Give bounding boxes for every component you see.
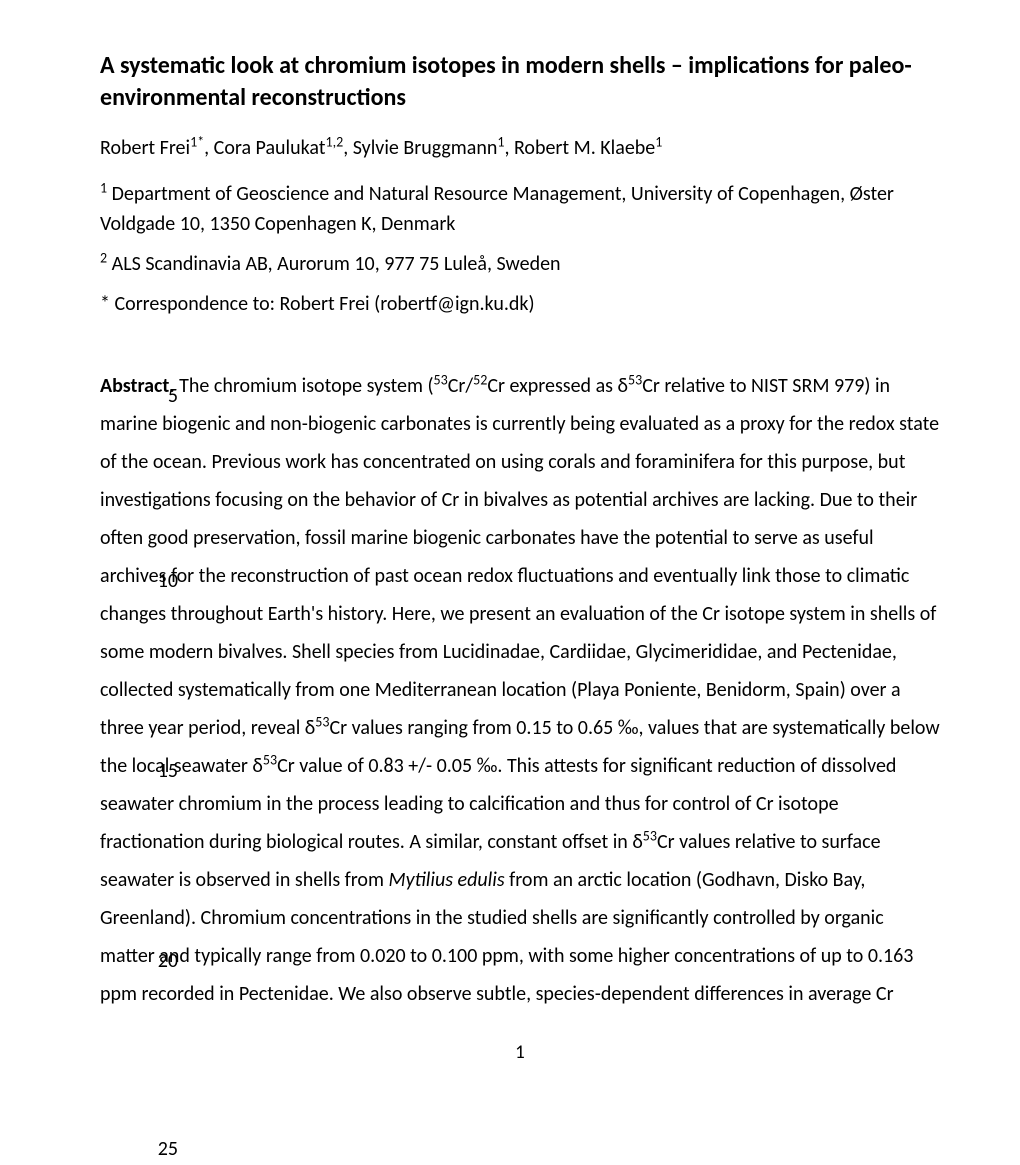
line-number: 10 [148, 569, 178, 593]
line-number: 5 [148, 384, 178, 408]
author-name: , Robert M. Klaebe [504, 136, 655, 160]
paper-title: A systematic look at chromium isotopes i… [100, 50, 940, 115]
author-list: Robert Frei1*, Cora Paulukat1,2, Sylvie … [100, 133, 940, 163]
isotope-superscript: 53 [263, 751, 277, 768]
content-area: 5 10 15 20 25 1 Department of Geoscience… [100, 179, 940, 1013]
correspondence-line: * Correspondence to: Robert Frei (robert… [100, 289, 940, 319]
page-number: 1 [100, 1041, 940, 1064]
line-number: 15 [148, 759, 178, 783]
line-number: 25 [148, 1137, 178, 1161]
author-name: , Sylvie Bruggmann [343, 136, 497, 160]
species-name: Mytilius edulis [388, 868, 504, 892]
author-name: , Cora Paulukat [204, 136, 325, 160]
author-affil-marker: 1,2 [326, 133, 344, 150]
author-affil-marker: 1 [655, 133, 662, 150]
abstract-text: The chromium isotope system ( [175, 374, 434, 398]
isotope-superscript: 53 [315, 713, 329, 730]
isotope-superscript: 52 [473, 371, 487, 388]
isotope-superscript: 53 [628, 371, 642, 388]
author-affil-marker: 1* [190, 133, 204, 150]
abstract-text: Cr relative to NIST SRM 979) in marine b… [100, 374, 939, 740]
affiliation: 2 ALS Scandinavia AB, Aurorum 10, 977 75… [100, 249, 940, 279]
author-name: Robert Frei [100, 136, 190, 160]
isotope-superscript: 53 [643, 827, 657, 844]
line-number: 20 [148, 949, 178, 973]
affiliation-text: Department of Geoscience and Natural Res… [100, 182, 894, 236]
abstract-paragraph: Abstract. The chromium isotope system (5… [100, 367, 940, 1013]
affiliation: 1 Department of Geoscience and Natural R… [100, 179, 940, 239]
abstract-text: Cr expressed as δ [487, 374, 628, 398]
affiliation-text: ALS Scandinavia AB, Aurorum 10, 977 75 L… [107, 252, 560, 276]
manuscript-page: A systematic look at chromium isotopes i… [0, 0, 1020, 1104]
isotope-superscript: 53 [434, 371, 448, 388]
abstract-text: Cr/ [448, 374, 473, 398]
